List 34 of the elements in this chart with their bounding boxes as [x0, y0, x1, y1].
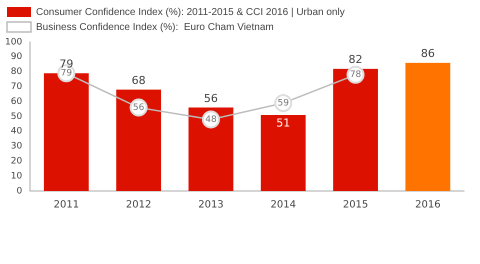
data-label: 48: [205, 114, 217, 125]
data-label: 79: [60, 68, 72, 79]
y-tick-label: 40: [10, 126, 22, 137]
y-tick-label: 30: [10, 142, 22, 152]
bar: [333, 68, 378, 191]
y-tick-label: 80: [10, 67, 22, 78]
data-label: 68: [132, 74, 146, 88]
y-tick-label: 10: [10, 171, 22, 182]
y-tick-label: 60: [10, 96, 22, 107]
bar: [188, 108, 234, 191]
x-tick-label: 2011: [54, 200, 80, 211]
data-label: 59: [278, 98, 290, 108]
x-tick-label: 2015: [342, 200, 368, 211]
x-tick-label: 2016: [415, 200, 441, 211]
bar: [260, 115, 306, 191]
y-tick-label: 0: [16, 186, 22, 196]
bar: [405, 62, 450, 191]
x-tick-label: 2013: [198, 200, 224, 211]
y-tick-label: 20: [10, 156, 22, 167]
y-tick-label: 70: [10, 82, 22, 92]
data-label: 56: [132, 102, 145, 113]
y-tick-label: 50: [10, 112, 22, 122]
x-tick-label: 2012: [126, 200, 152, 211]
y-tick-label: 90: [10, 52, 22, 62]
data-label: 51: [276, 116, 290, 130]
legend-label: Business Confidence Index (%): Euro Cham Vietnam: [36, 22, 274, 33]
legend-label: Consumer Confidence Index (%): 2011-2015 & CCI 2016 | Urban only: [36, 6, 345, 18]
data-label: 82: [348, 53, 363, 66]
data-label: 56: [204, 92, 218, 105]
data-label: 78: [350, 70, 362, 80]
bar: [116, 90, 162, 191]
x-tick-label: 2014: [270, 200, 296, 211]
data-label: 86: [420, 47, 435, 60]
y-tick-label: 100: [4, 37, 22, 48]
